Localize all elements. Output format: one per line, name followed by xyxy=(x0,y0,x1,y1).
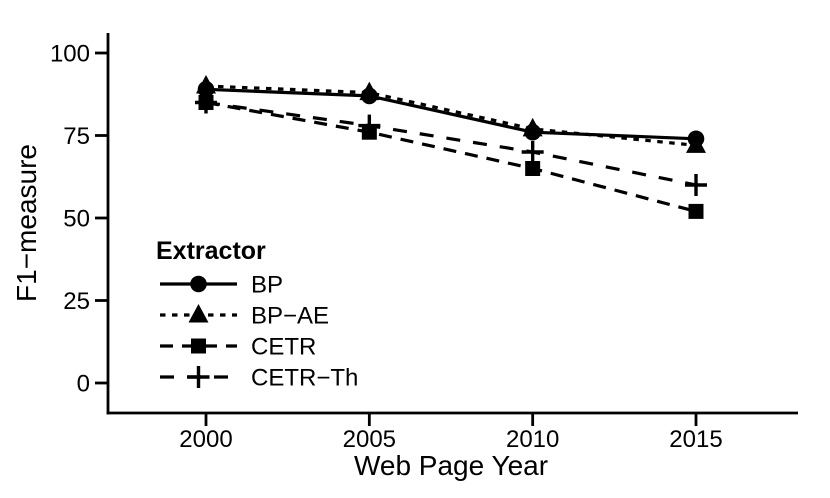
x-tick-label: 2015 xyxy=(669,426,722,453)
y-tick-label: 100 xyxy=(50,41,90,68)
marker-square-2010 xyxy=(525,161,541,176)
x-tick-label: 2005 xyxy=(343,426,396,453)
legend-label: BP xyxy=(251,272,283,299)
series-line-CETR xyxy=(205,100,697,213)
y-tick-label: 75 xyxy=(63,123,90,150)
legend-key-circle xyxy=(190,275,207,293)
series-line-BP xyxy=(205,87,697,141)
marker-triangle-2015 xyxy=(686,134,707,153)
marker-square-2015 xyxy=(688,203,704,219)
legend-label: CETR−Th xyxy=(251,365,358,392)
legend-key-triangle xyxy=(188,304,209,323)
x-tick-label: 2010 xyxy=(506,426,559,453)
x-tick-label: 2000 xyxy=(179,426,232,453)
legend-title: Extractor xyxy=(156,237,266,265)
x-axis-title: Web Page Year xyxy=(354,450,548,481)
marker-triangle-2000 xyxy=(196,75,216,94)
y-tick-label: 25 xyxy=(63,288,90,315)
series-line-BP−AE xyxy=(205,84,697,147)
y-tick-label: 50 xyxy=(63,206,90,233)
marker-triangle-2005 xyxy=(359,81,380,101)
legend-key-square xyxy=(191,338,206,354)
legend-label: BP−AE xyxy=(251,303,329,330)
marker-triangle-2010 xyxy=(522,117,543,137)
series-line-CETR−Th xyxy=(205,100,697,187)
y-axis-title: F1−measure xyxy=(11,144,42,302)
y-tick-label: 0 xyxy=(77,371,90,398)
legend-label: CETR xyxy=(251,334,316,361)
